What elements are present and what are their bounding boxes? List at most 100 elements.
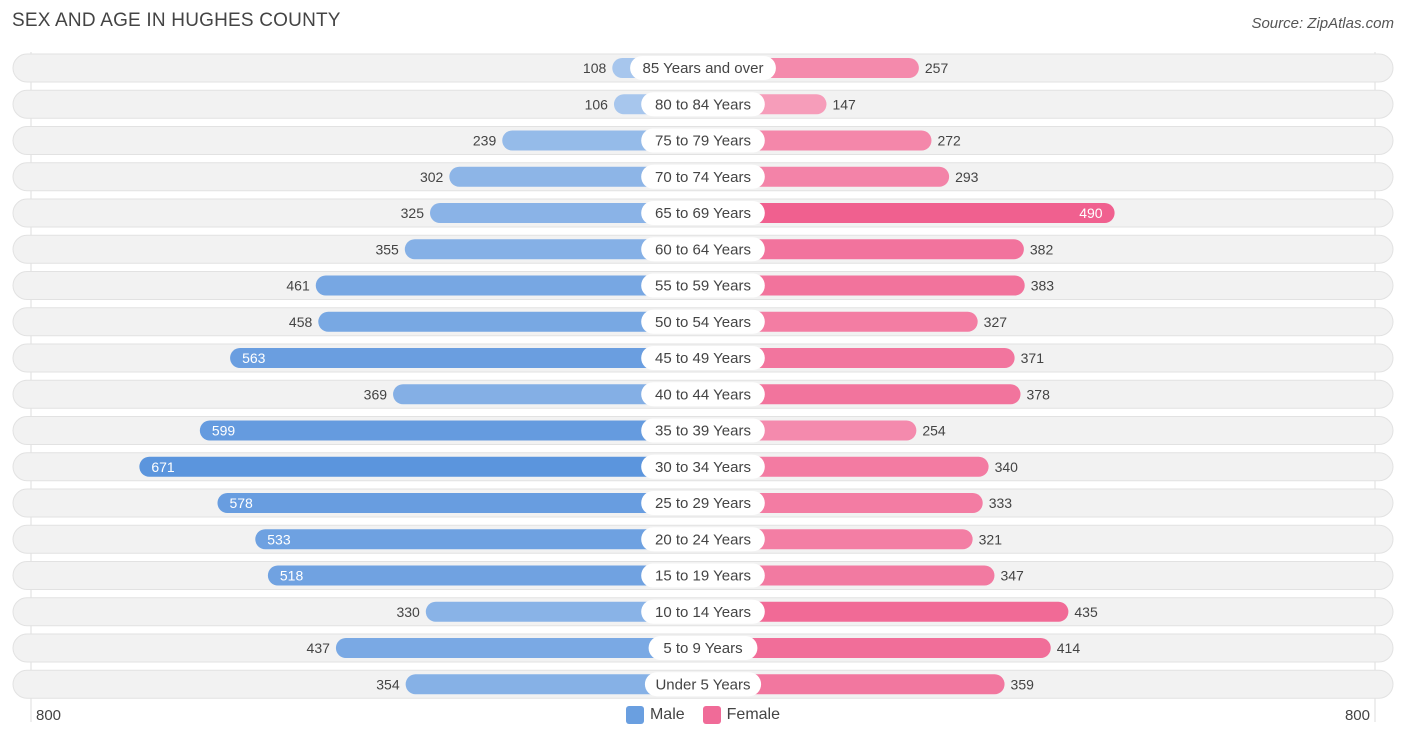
value-label-male: 671 bbox=[151, 459, 175, 475]
bar-female bbox=[703, 565, 995, 586]
value-label-female: 340 bbox=[995, 459, 1019, 475]
value-label-male: 355 bbox=[375, 241, 399, 257]
bar-male bbox=[449, 166, 703, 187]
category-label-background bbox=[641, 527, 765, 552]
legend-label-female: Female bbox=[726, 706, 781, 723]
value-label-male: 302 bbox=[420, 169, 444, 185]
value-label-male: 533 bbox=[267, 531, 291, 547]
bar-female bbox=[703, 203, 1115, 223]
category-label-background bbox=[644, 672, 762, 697]
category-label: 70 to 74 Years bbox=[655, 169, 751, 186]
value-label-female: 490 bbox=[1079, 205, 1103, 221]
category-label: 20 to 24 Years bbox=[655, 531, 751, 548]
value-label-female: 147 bbox=[832, 96, 856, 112]
bar-male bbox=[404, 239, 703, 260]
category-label: 15 to 19 Years bbox=[655, 568, 751, 585]
value-label-male: 369 bbox=[364, 386, 388, 402]
value-label-female: 371 bbox=[1021, 350, 1045, 366]
chart-title: SEX AND AGE IN HUGHES COUNTY bbox=[12, 10, 341, 31]
bar-male bbox=[217, 493, 704, 513]
category-label-background bbox=[641, 273, 765, 298]
category-label-background bbox=[641, 237, 765, 262]
value-label-male: 461 bbox=[286, 278, 310, 294]
bar-male bbox=[335, 638, 703, 658]
bar-male bbox=[230, 348, 703, 368]
bar-female bbox=[703, 311, 978, 332]
bar-female bbox=[703, 601, 1069, 622]
category-label: 50 to 54 Years bbox=[655, 314, 751, 331]
category-label-background bbox=[641, 491, 765, 515]
bar-female bbox=[703, 348, 1015, 368]
value-label-female: 321 bbox=[979, 531, 1003, 547]
category-label: 60 to 64 Years bbox=[655, 241, 751, 258]
value-label-male: 239 bbox=[473, 133, 497, 149]
legend-label-male: Male bbox=[649, 706, 685, 723]
category-label: 30 to 34 Years bbox=[655, 459, 751, 476]
bar-male bbox=[199, 420, 703, 441]
bar-male bbox=[430, 203, 703, 223]
value-label-female: 257 bbox=[925, 60, 949, 76]
category-label: 65 to 69 Years bbox=[655, 205, 751, 222]
category-label: 80 to 84 Years bbox=[655, 96, 751, 113]
category-label: 85 Years and over bbox=[643, 60, 764, 77]
bar-female bbox=[703, 384, 1021, 405]
value-label-female: 382 bbox=[1030, 241, 1054, 257]
legend-item-female[interactable]: Female bbox=[702, 706, 781, 724]
category-label: 25 to 29 Years bbox=[655, 495, 751, 512]
value-label-female: 383 bbox=[1031, 278, 1055, 294]
bar-male bbox=[267, 565, 703, 586]
category-label-background bbox=[641, 382, 765, 407]
bar-female bbox=[703, 456, 989, 477]
value-label-male: 578 bbox=[229, 495, 253, 511]
value-label-male: 599 bbox=[212, 423, 236, 439]
value-label-female: 414 bbox=[1057, 640, 1081, 656]
category-label: 55 to 59 Years bbox=[655, 278, 751, 295]
value-label-male: 330 bbox=[396, 604, 420, 620]
bar-female bbox=[703, 275, 1025, 296]
bar-male bbox=[255, 529, 703, 550]
value-label-male: 354 bbox=[376, 676, 400, 692]
value-label-male: 325 bbox=[401, 205, 425, 221]
category-label-background bbox=[641, 201, 765, 225]
value-label-female: 272 bbox=[937, 133, 961, 149]
legend: Male Female bbox=[0, 706, 1406, 724]
bar-male bbox=[318, 311, 703, 332]
bar-female bbox=[703, 239, 1024, 260]
category-label: Under 5 Years bbox=[655, 676, 750, 693]
category-label-background bbox=[641, 599, 765, 624]
category-label: 45 to 49 Years bbox=[655, 350, 751, 367]
axis-right-max-label: 800 bbox=[1344, 707, 1370, 724]
category-label: 75 to 79 Years bbox=[655, 133, 751, 150]
bar-female bbox=[703, 493, 983, 513]
source-credit: Source: ZipAtlas.com bbox=[1251, 15, 1394, 32]
value-label-male: 437 bbox=[307, 640, 331, 656]
category-label: 10 to 14 Years bbox=[655, 604, 751, 621]
value-label-female: 378 bbox=[1027, 386, 1051, 402]
value-label-female: 435 bbox=[1074, 604, 1098, 620]
category-label-background bbox=[641, 454, 765, 479]
value-label-female: 293 bbox=[955, 169, 979, 185]
bar-female bbox=[703, 166, 950, 187]
category-label-background bbox=[641, 164, 765, 189]
category-label-background bbox=[648, 636, 758, 660]
value-label-female: 327 bbox=[984, 314, 1008, 330]
bar-male bbox=[139, 456, 704, 477]
category-label: 35 to 39 Years bbox=[655, 423, 751, 440]
bar-male bbox=[405, 674, 703, 695]
value-label-female: 359 bbox=[1011, 676, 1035, 692]
category-label-background bbox=[641, 346, 765, 370]
bar-female bbox=[703, 674, 1005, 695]
category-label-background bbox=[641, 92, 765, 117]
category-label-background bbox=[630, 56, 776, 80]
bar-female bbox=[703, 638, 1051, 658]
value-label-female: 347 bbox=[1000, 568, 1024, 584]
bar-male bbox=[315, 275, 703, 296]
legend-item-male[interactable]: Male bbox=[625, 706, 685, 724]
value-label-male: 518 bbox=[280, 568, 304, 584]
value-label-male: 458 bbox=[289, 314, 313, 330]
category-label-background bbox=[641, 309, 765, 334]
axis-left-max-label: 800 bbox=[36, 707, 62, 724]
category-label: 40 to 44 Years bbox=[655, 386, 751, 403]
bar-female bbox=[703, 529, 973, 550]
